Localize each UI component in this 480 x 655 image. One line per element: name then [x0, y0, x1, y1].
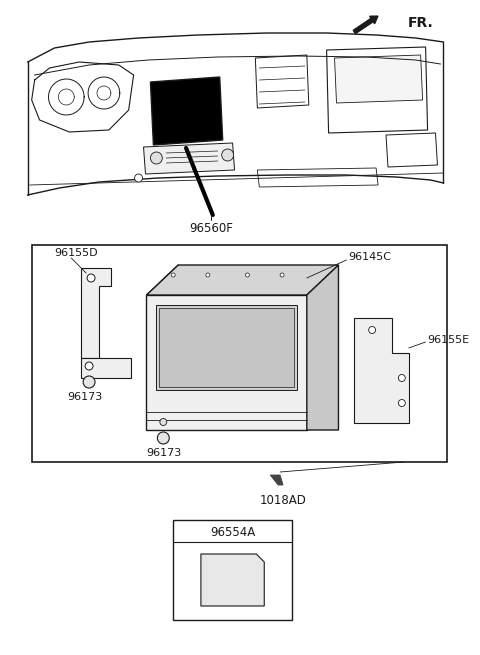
Text: 96173: 96173	[146, 448, 182, 458]
Circle shape	[85, 362, 93, 370]
Polygon shape	[81, 358, 131, 378]
Polygon shape	[335, 55, 422, 103]
Polygon shape	[255, 55, 309, 108]
Polygon shape	[156, 305, 297, 390]
Text: 96145C: 96145C	[348, 252, 391, 262]
Polygon shape	[150, 77, 223, 145]
Circle shape	[171, 273, 175, 277]
Polygon shape	[354, 318, 409, 423]
Text: FR.: FR.	[408, 16, 433, 30]
Polygon shape	[201, 554, 264, 606]
Text: 96155E: 96155E	[428, 335, 470, 345]
Polygon shape	[386, 133, 437, 167]
Polygon shape	[159, 308, 294, 387]
Polygon shape	[146, 295, 307, 430]
Polygon shape	[81, 268, 111, 358]
Polygon shape	[144, 143, 235, 174]
Circle shape	[280, 273, 284, 277]
Polygon shape	[270, 475, 283, 485]
Text: 96560F: 96560F	[189, 221, 233, 234]
Polygon shape	[173, 520, 292, 620]
Text: 1018AD: 1018AD	[260, 493, 307, 506]
Polygon shape	[146, 265, 338, 295]
Circle shape	[369, 326, 376, 333]
Text: 96155D: 96155D	[54, 248, 98, 258]
Circle shape	[160, 419, 167, 426]
Text: 96173: 96173	[67, 392, 103, 402]
FancyArrow shape	[353, 16, 378, 33]
Circle shape	[87, 274, 95, 282]
Circle shape	[245, 273, 250, 277]
Circle shape	[134, 174, 143, 182]
Polygon shape	[32, 245, 447, 462]
Circle shape	[206, 273, 210, 277]
Circle shape	[157, 432, 169, 444]
Polygon shape	[257, 168, 378, 187]
Circle shape	[398, 400, 405, 407]
Circle shape	[150, 152, 162, 164]
Circle shape	[83, 376, 95, 388]
Text: 96554A: 96554A	[210, 527, 255, 540]
Circle shape	[398, 375, 405, 381]
Polygon shape	[326, 47, 428, 133]
Polygon shape	[307, 265, 338, 430]
Circle shape	[222, 149, 234, 161]
